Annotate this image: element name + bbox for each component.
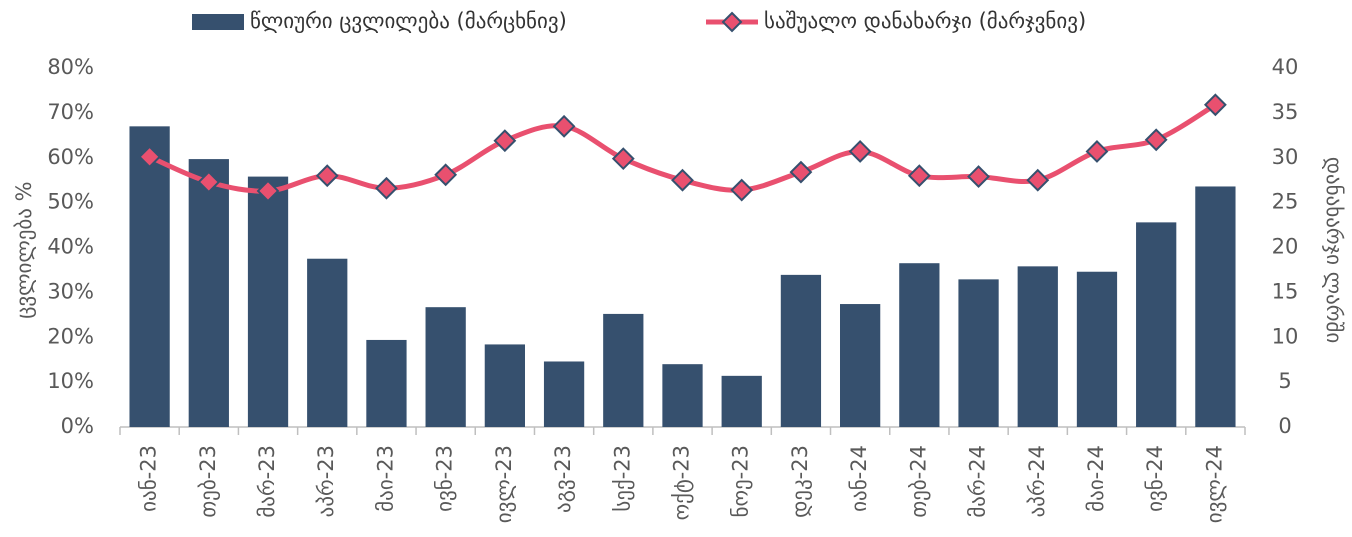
marker bbox=[493, 129, 517, 153]
bar bbox=[1136, 222, 1177, 427]
y2-tick-label: 25 bbox=[1272, 190, 1299, 214]
marker bbox=[138, 145, 162, 169]
x-tick-label: ივნ-23 bbox=[433, 445, 457, 512]
y2-tick-label: 10 bbox=[1272, 324, 1299, 348]
bar bbox=[1076, 271, 1118, 427]
y-axis-label: ცვლილება % bbox=[12, 181, 36, 318]
marker bbox=[434, 163, 458, 187]
x-tick-label: აპრ-23 bbox=[314, 445, 338, 517]
y2-tick-label: 35 bbox=[1272, 100, 1299, 124]
bar bbox=[780, 274, 822, 427]
bar bbox=[721, 375, 762, 427]
x-tick-label: მარ-24 bbox=[966, 445, 990, 518]
bar bbox=[307, 258, 348, 427]
marker bbox=[256, 179, 280, 203]
marker bbox=[1026, 168, 1050, 192]
bar bbox=[484, 344, 525, 427]
x-tick-label: ნოე-23 bbox=[729, 445, 753, 517]
marker bbox=[730, 178, 754, 202]
bar bbox=[425, 307, 466, 427]
x-tick-label: ივლ-24 bbox=[1202, 445, 1226, 523]
y-tick-label: 70% bbox=[47, 100, 94, 124]
bar bbox=[247, 176, 289, 427]
marker bbox=[1085, 140, 1109, 163]
bar bbox=[603, 313, 644, 427]
y-tick-label: 10% bbox=[47, 369, 94, 393]
y2-tick-label: 15 bbox=[1272, 279, 1299, 303]
bar bbox=[366, 339, 407, 427]
y-tick-label: 0% bbox=[61, 414, 94, 438]
y2-tick-label: 40 bbox=[1272, 55, 1299, 79]
bar bbox=[188, 159, 229, 427]
x-tick-label: თებ-24 bbox=[906, 445, 930, 518]
legend-label: წლიური ცვლილება (მარცხნივ) bbox=[250, 9, 567, 33]
marker bbox=[315, 164, 339, 188]
x-tick-label: იან-23 bbox=[137, 445, 161, 512]
bar bbox=[129, 126, 170, 428]
x-tick-label: ივლ-23 bbox=[492, 445, 516, 523]
bar bbox=[958, 279, 999, 427]
x-tick-label: თებ-23 bbox=[196, 445, 220, 518]
bar bbox=[1017, 266, 1058, 427]
marker bbox=[197, 170, 221, 194]
marker bbox=[789, 160, 813, 184]
x-tick-label: დეკ-23 bbox=[788, 445, 812, 518]
y-tick-label: 30% bbox=[47, 279, 94, 303]
marker bbox=[611, 147, 635, 171]
y2-tick-label: 5 bbox=[1278, 369, 1291, 393]
marker bbox=[1144, 128, 1168, 152]
x-tick-label: მარ-23 bbox=[255, 445, 279, 518]
y-tick-label: 50% bbox=[47, 190, 94, 214]
x-tick-label: ოქტ-23 bbox=[670, 445, 694, 520]
y2-tick-label: 20 bbox=[1272, 235, 1299, 259]
bar bbox=[1195, 186, 1236, 427]
bar bbox=[543, 361, 585, 427]
marker bbox=[671, 168, 694, 192]
marker bbox=[967, 165, 990, 189]
x-tick-label: აგვ-23 bbox=[551, 445, 575, 513]
x-tick-label: იან-24 bbox=[847, 445, 871, 512]
legend-label: საშუალო დანახარჯი (მარჯვნივ) bbox=[764, 9, 1086, 33]
marker bbox=[848, 140, 872, 163]
y2-tick-label: 0 bbox=[1278, 414, 1291, 438]
bar bbox=[899, 263, 940, 427]
legend-swatch bbox=[192, 14, 244, 30]
y-tick-label: 80% bbox=[47, 55, 94, 79]
marker bbox=[1203, 93, 1227, 117]
legend-swatch bbox=[721, 11, 743, 33]
x-tick-label: აპრ-24 bbox=[1025, 445, 1049, 517]
y-tick-label: 20% bbox=[47, 324, 94, 348]
x-tick-label: მაი-23 bbox=[373, 445, 397, 512]
marker bbox=[375, 176, 398, 200]
bar bbox=[662, 364, 703, 427]
marker bbox=[552, 114, 576, 138]
x-tick-label: მაი-24 bbox=[1084, 445, 1108, 512]
y-tick-label: 60% bbox=[47, 145, 94, 169]
x-tick-label: ივნ-24 bbox=[1143, 445, 1167, 512]
y2-tick-label: 30 bbox=[1272, 145, 1299, 169]
marker bbox=[907, 164, 931, 188]
x-tick-label: სექ-23 bbox=[610, 445, 634, 512]
bar bbox=[840, 304, 881, 427]
y2-axis-label: დანახარჯი ლარში bbox=[1322, 157, 1346, 343]
y-tick-label: 40% bbox=[47, 235, 94, 259]
